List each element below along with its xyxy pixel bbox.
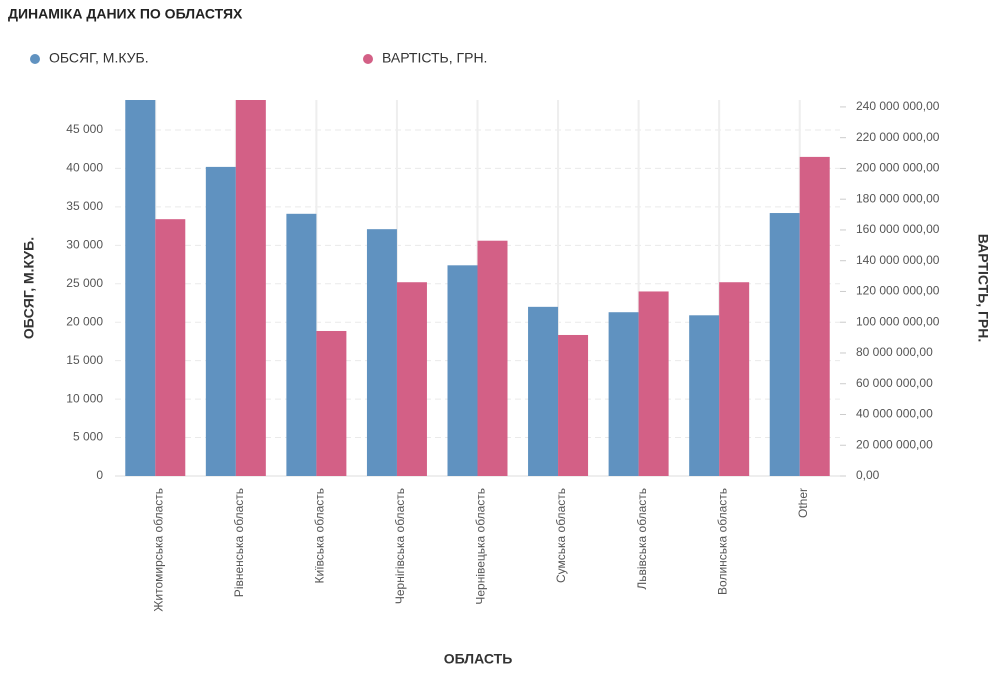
x-tick-label: Чернівецька область <box>474 488 488 605</box>
y2-tick-label: 100 000 000,00 <box>856 314 940 328</box>
legend-marker <box>363 54 373 64</box>
y-tick-label: 45 000 <box>66 122 103 136</box>
y-tick-label: 30 000 <box>66 237 103 251</box>
bar <box>155 219 186 476</box>
x-tick-label: Сумська область <box>554 488 568 583</box>
plot <box>125 100 830 476</box>
y-tick-label: 15 000 <box>66 353 103 367</box>
x-tick-label: Житомирська область <box>151 488 165 612</box>
y2-tick-label: 160 000 000,00 <box>856 222 940 236</box>
bar <box>719 282 750 476</box>
x-tick-label: Чернігівська область <box>393 488 407 604</box>
y-tick-label: 35 000 <box>66 199 103 213</box>
bar <box>447 265 478 476</box>
bar <box>205 166 236 476</box>
bar <box>608 312 639 476</box>
bar <box>235 100 266 476</box>
y2-tick-label: 20 000 000,00 <box>856 437 933 451</box>
x-tick-label: Львівська область <box>635 488 649 590</box>
y2-tick-label: 220 000 000,00 <box>856 130 940 144</box>
bar <box>366 229 397 476</box>
y-tick-label: 20 000 <box>66 314 103 328</box>
x-tick-label: Волинська область <box>715 488 729 595</box>
y-tick-label: 25 000 <box>66 276 103 290</box>
legend-marker <box>30 54 40 64</box>
chart-title: ДИНАМІКА ДАНИХ ПО ОБЛАСТЯХ <box>8 6 243 22</box>
y2-tick-label: 60 000 000,00 <box>856 376 933 390</box>
y-axis-title: ОБСЯГ, М.КУБ. <box>21 237 37 339</box>
bar <box>396 282 427 476</box>
y-tick-label: 40 000 <box>66 161 103 175</box>
bar <box>286 213 317 476</box>
x-tick-label: Рівненська область <box>232 488 246 597</box>
bar <box>125 100 156 476</box>
legend-label: ВАРТІСТЬ, ГРН. <box>382 50 487 66</box>
legend-label: ОБСЯГ, М.КУБ. <box>49 50 149 66</box>
y2-axis-title: ВАРТІСТЬ, ГРН. <box>975 234 991 343</box>
x-tick-label: Київська область <box>313 488 327 583</box>
bar <box>769 213 800 476</box>
y2-tick-label: 120 000 000,00 <box>856 284 940 298</box>
y2-tick-label: 240 000 000,00 <box>856 99 940 113</box>
bar <box>638 291 669 476</box>
y2-tick-label: 140 000 000,00 <box>856 253 940 267</box>
y-tick-label: 0 <box>96 468 103 482</box>
y-tick-label: 5 000 <box>73 430 103 444</box>
y2-tick-label: 200 000 000,00 <box>856 161 940 175</box>
y2-tick-label: 80 000 000,00 <box>856 345 933 359</box>
y2-tick-label: 0,00 <box>856 468 880 482</box>
bar <box>528 306 559 476</box>
bar <box>316 330 347 476</box>
y2-tick-label: 180 000 000,00 <box>856 191 940 205</box>
bar <box>477 240 508 476</box>
y-tick-label: 10 000 <box>66 391 103 405</box>
bar <box>689 315 720 476</box>
x-tick-label: Other <box>796 488 810 518</box>
bar <box>799 156 830 476</box>
y2-tick-label: 40 000 000,00 <box>856 407 933 421</box>
bar <box>558 334 589 476</box>
x-axis-title: ОБЛАСТЬ <box>444 651 513 667</box>
